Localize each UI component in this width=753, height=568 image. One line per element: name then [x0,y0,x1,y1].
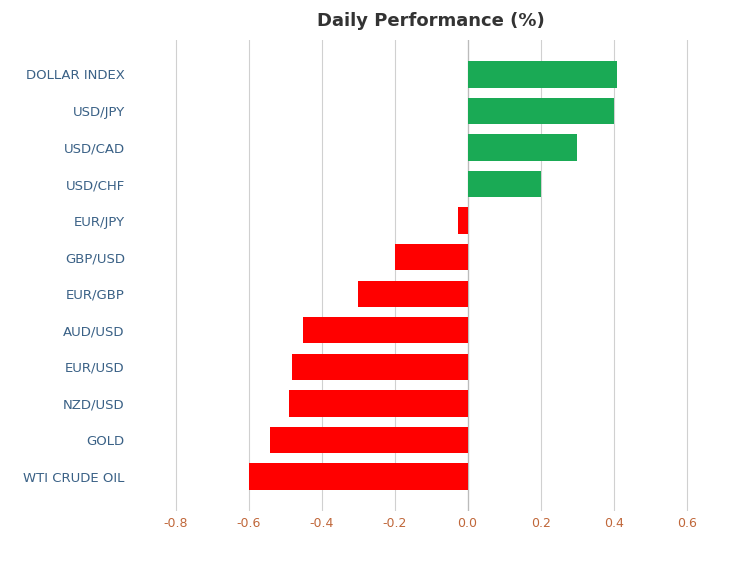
Bar [468,171,541,197]
Bar [468,134,577,161]
Bar [248,463,468,490]
Bar [270,427,468,453]
Bar [468,98,614,124]
Bar [288,390,468,417]
Bar [358,281,468,307]
Bar [303,317,468,344]
Title: Daily Performance (%): Daily Performance (%) [317,12,545,30]
Bar [395,244,468,270]
Bar [468,61,617,87]
Bar [292,354,468,380]
Bar [459,207,468,234]
